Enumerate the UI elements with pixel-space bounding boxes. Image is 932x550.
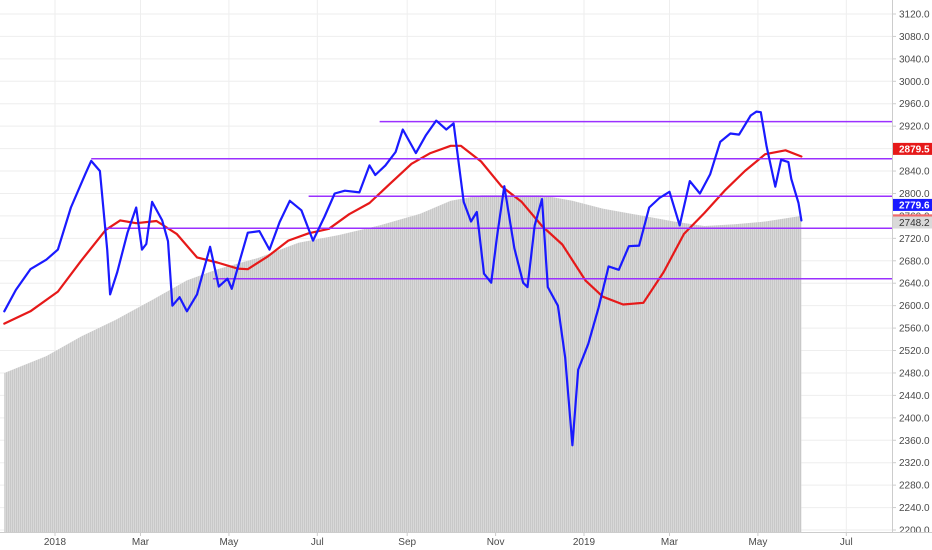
y-tick-label: 2520.0 [899, 346, 930, 357]
price-badge-label: 2879.5 [899, 144, 930, 155]
x-tick-label: Nov [487, 537, 505, 548]
price-badge [893, 142, 932, 155]
y-tick-label: 2680.0 [899, 256, 930, 267]
y-tick-label: 2200.0 [899, 526, 930, 537]
x-tick-label: May [748, 537, 767, 548]
y-tick-label: 2720.0 [899, 234, 930, 245]
y-tick-label: 2600.0 [899, 301, 930, 312]
price-badge-label: 2748.2 [899, 218, 930, 229]
y-tick-label: 2240.0 [899, 503, 930, 514]
y-tick-label: 3040.0 [899, 54, 930, 65]
y-tick-label: 2400.0 [899, 413, 930, 424]
x-tick-label: May [219, 537, 238, 548]
price-badge-label: 2779.6 [899, 200, 930, 211]
x-tick-label: 2019 [573, 537, 596, 548]
y-tick-label: 3120.0 [899, 10, 930, 21]
price-badge [893, 216, 932, 229]
time-axis-background [0, 532, 932, 550]
x-tick-label: Jul [311, 537, 324, 548]
y-tick-label: 2360.0 [899, 436, 930, 447]
y-tick-label: 2800.0 [899, 189, 930, 200]
y-tick-label: 3000.0 [899, 77, 930, 88]
y-tick-label: 2960.0 [899, 99, 930, 110]
x-tick-label: 2018 [44, 537, 67, 548]
price-axis[interactable]: 2200.0 2240.0 2280.0 2320.0 2360.0 2400.0 2440… [892, 0, 932, 550]
x-tick-label: Mar [661, 537, 679, 548]
y-tick-label: 2440.0 [899, 391, 930, 402]
x-tick-label: Sep [398, 537, 416, 548]
price-axis-background [892, 0, 932, 550]
x-tick-label: Mar [132, 537, 150, 548]
price-badge [893, 198, 932, 211]
x-tick-label: Jul [840, 537, 853, 548]
y-tick-label: 2280.0 [899, 481, 930, 492]
y-tick-label: 3080.0 [899, 32, 930, 43]
y-tick-label: 2840.0 [899, 167, 930, 178]
y-tick-label: 2480.0 [899, 368, 930, 379]
y-tick-label: 2920.0 [899, 122, 930, 133]
y-tick-label: 2320.0 [899, 458, 930, 469]
y-tick-label: 2560.0 [899, 324, 930, 335]
price-line [3, 110, 803, 447]
price-path [3, 110, 803, 447]
time-axis[interactable]: 2018 Mar May Jul Sep Nov 2019 Mar May Jul [0, 532, 932, 550]
y-tick-label: 2640.0 [899, 279, 930, 290]
